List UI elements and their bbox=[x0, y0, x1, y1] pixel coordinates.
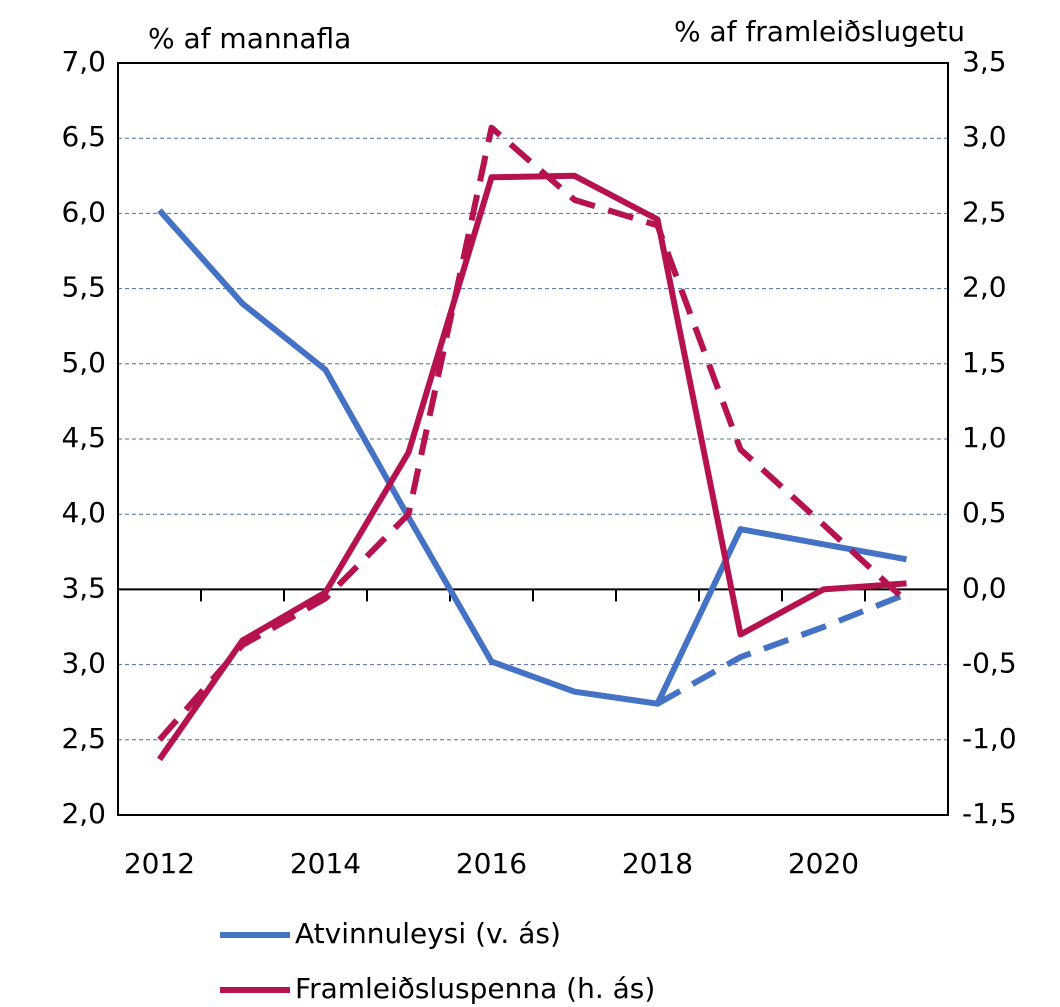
y-tick-label: 6,5 bbox=[61, 120, 106, 153]
y-tick-label: 3,5 bbox=[61, 571, 106, 604]
plot-border bbox=[117, 62, 949, 816]
line-series bbox=[656, 591, 908, 707]
y-tick-label: 3,0 bbox=[61, 647, 106, 680]
y2-tick-label: 3,5 bbox=[962, 45, 1007, 78]
y2-tick-label: 3,0 bbox=[962, 120, 1007, 153]
x-tick-label: 2016 bbox=[456, 847, 527, 880]
line-series bbox=[157, 124, 909, 742]
legend-label: Atvinnuleysi (v. ás) bbox=[295, 917, 561, 950]
y-tick-label: 6,0 bbox=[61, 195, 106, 228]
line-series bbox=[157, 172, 907, 762]
y-tick-label: 2,0 bbox=[61, 797, 106, 830]
y-tick-label: 5,5 bbox=[61, 271, 106, 304]
legend-label: Framleiðsluspenna (h. ás) bbox=[295, 972, 655, 1005]
line-series bbox=[157, 208, 908, 707]
y2-tick-label: -1,0 bbox=[962, 722, 1017, 755]
x-tick-label: 2014 bbox=[290, 847, 361, 880]
y2-axis-label: % af framleiðslugetu bbox=[674, 15, 965, 48]
y2-tick-label: 1,0 bbox=[962, 421, 1007, 454]
y-tick-label: 2,5 bbox=[61, 722, 106, 755]
y-tick-label: 4,0 bbox=[61, 496, 106, 529]
y2-tick-label: -0,5 bbox=[962, 647, 1017, 680]
y-tick-label: 4,5 bbox=[61, 421, 106, 454]
y2-tick-label: 0,5 bbox=[962, 496, 1007, 529]
x-tick-label: 2012 bbox=[124, 847, 195, 880]
y-tick-label: 5,0 bbox=[61, 346, 106, 379]
x-tick-label: 2018 bbox=[622, 847, 693, 880]
y2-tick-label: 1,5 bbox=[962, 346, 1007, 379]
y2-tick-label: -1,5 bbox=[962, 797, 1017, 830]
x-tick-label: 2020 bbox=[788, 847, 859, 880]
y-tick-label: 7,0 bbox=[61, 45, 106, 78]
y-axis-label: % af mannafla bbox=[148, 22, 351, 55]
y2-tick-label: 2,5 bbox=[962, 195, 1007, 228]
y2-tick-label: 0,0 bbox=[962, 571, 1007, 604]
y2-tick-label: 2,0 bbox=[962, 271, 1007, 304]
